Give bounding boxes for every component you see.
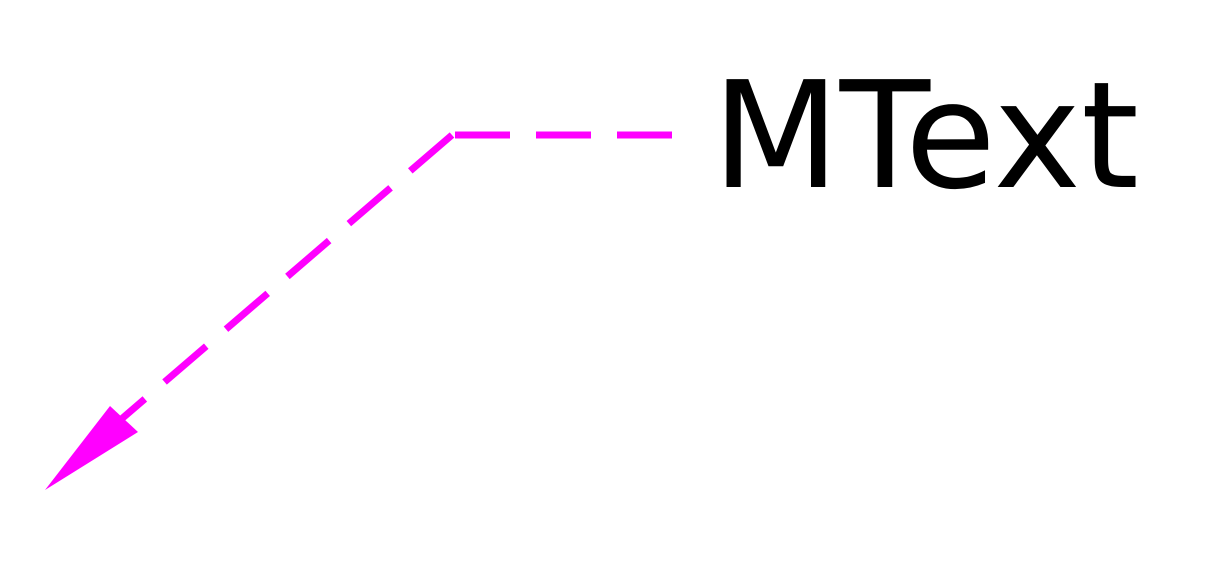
leader-line — [115, 132, 455, 425]
mtext-label: MText — [712, 50, 1140, 222]
arrowhead-icon — [45, 406, 138, 490]
